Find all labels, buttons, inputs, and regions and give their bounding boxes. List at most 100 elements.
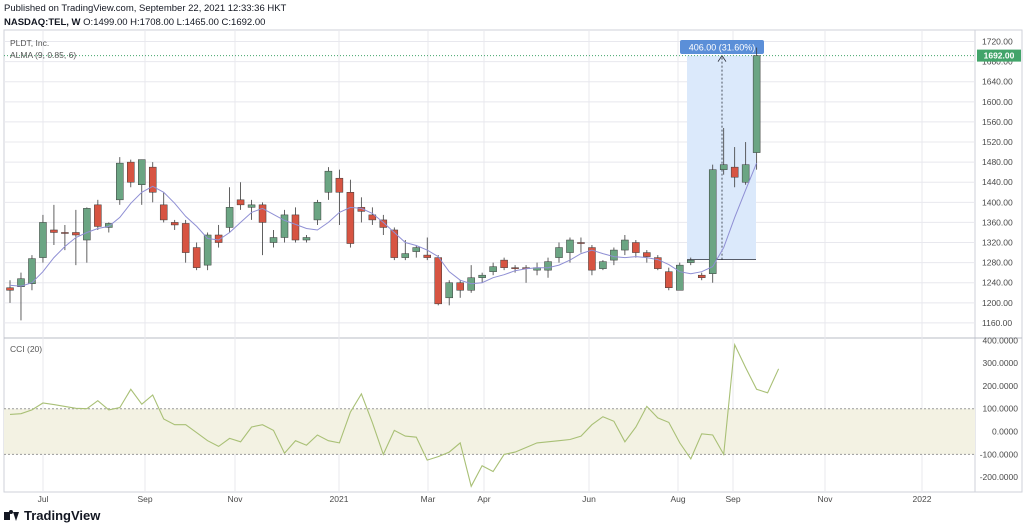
candle-up <box>324 170 333 193</box>
candle-up <box>302 237 311 241</box>
price-tick-label: 1440.00 <box>982 177 1013 187</box>
price-tick-label: 1680.00 <box>982 57 1013 67</box>
x-tick-label: Aug <box>670 494 685 504</box>
symbol-line: NASDAQ:TEL, W O:1499.00 H:1708.00 L:1465… <box>4 16 286 30</box>
candles-group <box>6 47 761 321</box>
price-tick-label: 1360.00 <box>982 217 1013 227</box>
last-price-label: 1692.00 <box>984 51 1015 61</box>
candle-down <box>357 207 366 212</box>
x-tick-label: Nov <box>227 494 243 504</box>
chart-frame <box>3 29 1023 493</box>
candle-up <box>708 169 717 274</box>
alma-line <box>9 162 758 287</box>
price-tick-label: 1480.00 <box>982 157 1013 167</box>
price-tick-label: 1600.00 <box>982 97 1013 107</box>
candle-up <box>489 266 497 272</box>
candle-up <box>225 207 234 228</box>
candle-down <box>588 247 596 271</box>
cci-band <box>4 408 975 455</box>
candle-down <box>511 267 519 269</box>
ohlc-readout: O:1499.00 H:1708.00 L:1465.00 C:1692.00 <box>83 17 266 28</box>
x-tick-label: Jul <box>38 494 49 504</box>
candle-down <box>148 166 157 193</box>
candle-down <box>434 257 442 305</box>
price-tick-label: 1160.00 <box>982 318 1012 328</box>
candle-up <box>280 214 289 238</box>
cci-tick-label: 0.0000 <box>992 427 1018 437</box>
candle-up <box>401 253 410 258</box>
x-tick-label: 2021 <box>330 494 349 504</box>
candle-up <box>676 264 684 291</box>
x-tick-label: Sep <box>137 494 152 504</box>
measure-label-box <box>680 40 764 54</box>
brand-name: TradingView <box>24 508 101 523</box>
candle-down <box>258 204 267 223</box>
x-tick-label: Jun <box>582 494 596 504</box>
candle-down <box>423 254 431 258</box>
candle-down <box>697 274 706 278</box>
candle-up <box>555 247 563 258</box>
cci-tick-label: 100.0000 <box>983 404 1019 414</box>
candle-down <box>236 199 245 206</box>
candle-up <box>478 274 486 278</box>
candle-up <box>83 208 91 241</box>
candle-down <box>94 204 102 227</box>
price-tick-label: 1240.00 <box>982 278 1013 288</box>
cci-tick-label: 300.0000 <box>983 358 1019 368</box>
candle-up <box>599 261 607 269</box>
price-tick-label: 1560.00 <box>982 117 1013 127</box>
candle-up <box>39 222 47 258</box>
candle-up <box>28 258 36 284</box>
candle-up <box>687 259 695 263</box>
candle-up <box>566 239 574 253</box>
candle-down <box>456 282 464 291</box>
cci-tick-label: -200.0000 <box>980 472 1019 482</box>
candle-up <box>741 164 750 183</box>
candle-up <box>247 204 256 208</box>
candle-down <box>181 223 190 253</box>
x-tick-label: 2022 <box>913 494 932 504</box>
candle-down <box>390 229 399 258</box>
published-note: Published on TradingView.com, September … <box>4 3 287 14</box>
candle-up <box>752 55 761 153</box>
candle-down <box>346 192 355 244</box>
measure-label: 406.00 (31.60%) <box>689 43 756 53</box>
candle-down <box>335 177 344 193</box>
candle-up <box>105 223 113 228</box>
alma-label: ALMA (9, 0.85, 6) <box>10 50 76 60</box>
price-tick-label: 1320.00 <box>982 238 1013 248</box>
candle-up <box>719 164 728 170</box>
x-tick-label: Nov <box>817 494 833 504</box>
candle-up <box>610 249 618 261</box>
candle-up <box>269 237 278 243</box>
candle-down <box>577 242 585 244</box>
candle-up <box>313 202 322 221</box>
candle-down <box>50 229 58 233</box>
candle-down <box>61 232 69 234</box>
cci-tick-label: 200.0000 <box>983 381 1019 391</box>
candle-up <box>17 278 25 287</box>
last-price-badge <box>977 49 1021 62</box>
cci-tick-label: 400.0000 <box>983 335 1019 345</box>
price-tick-label: 1720.00 <box>982 37 1013 47</box>
tradingview-logo-icon <box>4 509 20 522</box>
candle-down <box>192 247 201 268</box>
candle-up <box>621 239 629 251</box>
candle-down <box>379 219 388 228</box>
candle-down <box>632 242 640 253</box>
cci-pane-title: CCI (20) <box>10 344 42 354</box>
footer-brand: TradingView <box>4 508 100 523</box>
candle-up <box>138 159 146 185</box>
candle-down <box>643 252 651 257</box>
candle-down <box>6 287 14 291</box>
price-tick-label: 1280.00 <box>982 258 1013 268</box>
x-tick-label: Mar <box>421 494 436 504</box>
chart-header: Published on TradingView.com, September … <box>4 2 286 30</box>
price-pane-title: PLDT, Inc. <box>10 38 49 48</box>
candle-down <box>291 214 300 241</box>
candle-down <box>368 214 377 221</box>
candle-up <box>116 162 124 201</box>
candle-down <box>72 232 80 236</box>
candle-up <box>544 261 552 271</box>
